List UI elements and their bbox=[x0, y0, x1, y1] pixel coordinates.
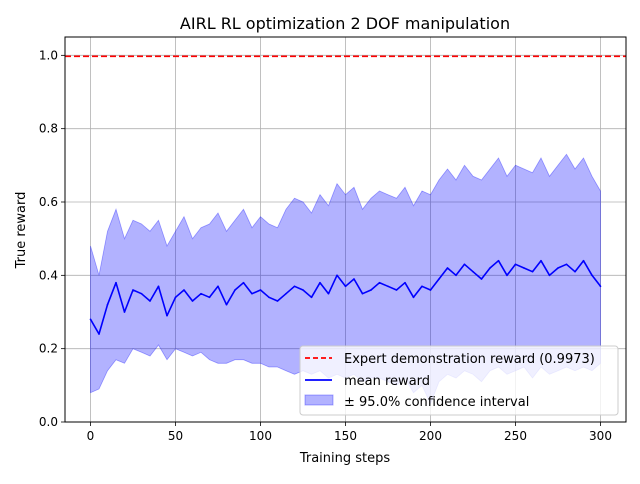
y-tick-label: 0.0 bbox=[39, 415, 58, 429]
y-tick-label: 0.8 bbox=[39, 122, 58, 136]
mean-reward-point bbox=[480, 278, 483, 280]
mean-reward-point bbox=[557, 267, 559, 269]
mean-reward-point bbox=[208, 296, 211, 299]
mean-reward-point bbox=[565, 263, 568, 266]
mean-reward-point bbox=[548, 274, 551, 277]
mean-reward-point bbox=[387, 285, 389, 288]
x-tick-label: 300 bbox=[589, 429, 612, 443]
x-tick-label: 50 bbox=[168, 429, 183, 443]
x-tick-label: 100 bbox=[249, 429, 272, 443]
mean-reward-point bbox=[149, 300, 151, 302]
mean-reward-point bbox=[361, 292, 364, 295]
mean-reward-point bbox=[591, 274, 593, 277]
mean-reward-point bbox=[412, 296, 415, 299]
mean-reward-point bbox=[582, 259, 585, 262]
y-axis-label: True reward bbox=[14, 192, 29, 270]
mean-reward-point bbox=[115, 281, 117, 284]
mean-reward-point bbox=[463, 263, 466, 266]
mean-reward-point bbox=[302, 289, 304, 291]
legend-reference-label: Expert demonstration reward (0.9973) bbox=[344, 352, 595, 367]
legend-band-label: ± 95.0% confidence interval bbox=[344, 395, 529, 410]
mean-reward-point bbox=[353, 278, 355, 280]
mean-reward-point bbox=[242, 281, 245, 284]
x-tick-label: 150 bbox=[334, 429, 357, 443]
mean-reward-point bbox=[106, 303, 109, 306]
mean-reward-point bbox=[225, 303, 228, 306]
mean-reward-point bbox=[404, 281, 406, 284]
mean-reward-point bbox=[446, 267, 449, 269]
mean-reward-point bbox=[344, 285, 347, 288]
mean-reward-point bbox=[497, 259, 500, 262]
series-lines bbox=[89, 259, 602, 335]
mean-reward-point bbox=[200, 292, 202, 295]
chart-title: AIRL RL optimization 2 DOF manipulation bbox=[180, 14, 510, 33]
x-ticks: 0 50 100 150 200 250 300 bbox=[87, 422, 612, 443]
legend: Expert demonstration reward (0.9973) mea… bbox=[299, 345, 619, 416]
legend-box bbox=[299, 345, 619, 416]
x-tick-label: 0 bbox=[87, 429, 95, 443]
mean-reward-point bbox=[523, 267, 525, 269]
mean-reward-point bbox=[310, 296, 313, 299]
y-tick-label: 1.0 bbox=[39, 48, 58, 62]
x-tick-label: 250 bbox=[504, 429, 527, 443]
mean-reward-point bbox=[574, 270, 576, 273]
mean-reward-point bbox=[472, 270, 474, 273]
mean-reward-point bbox=[132, 289, 134, 291]
mean-reward-point bbox=[157, 285, 160, 288]
mean-reward-point bbox=[276, 300, 279, 302]
mean-reward-point bbox=[378, 281, 381, 284]
mean-reward-point bbox=[293, 285, 296, 288]
y-tick-label: 0.2 bbox=[39, 342, 58, 356]
mean-reward-point bbox=[251, 292, 253, 295]
mean-reward-point bbox=[191, 300, 194, 302]
mean-reward-point bbox=[327, 292, 330, 295]
y-tick-label: 0.4 bbox=[39, 268, 58, 282]
y-tick-label: 0.6 bbox=[39, 195, 58, 209]
mean-reward-point bbox=[514, 263, 517, 266]
mean-reward-point bbox=[370, 289, 372, 291]
mean-reward-point bbox=[421, 285, 423, 288]
mean-reward-point bbox=[285, 292, 287, 295]
mean-reward-point bbox=[395, 289, 398, 291]
mean-reward-point bbox=[123, 311, 126, 313]
mean-reward-point bbox=[336, 274, 338, 277]
mean-reward-point bbox=[489, 267, 491, 269]
mean-reward-point bbox=[531, 270, 534, 273]
mean-reward-point bbox=[599, 285, 602, 288]
mean-reward-point bbox=[234, 289, 236, 291]
mean-reward-point bbox=[140, 292, 143, 295]
legend-band-swatch bbox=[304, 394, 334, 406]
mean-reward-point bbox=[183, 289, 185, 291]
mean-reward-point bbox=[438, 278, 440, 280]
mean-reward-point bbox=[259, 289, 262, 291]
mean-reward-point bbox=[174, 296, 177, 299]
mean-reward-point bbox=[268, 296, 270, 299]
mean-reward-point bbox=[217, 285, 219, 288]
x-axis-label: Training steps bbox=[299, 451, 391, 466]
mean-reward-point bbox=[319, 281, 321, 284]
legend-mean-label: mean reward bbox=[344, 374, 430, 389]
y-ticks: 0.0 0.2 0.4 0.6 0.8 1.0 bbox=[39, 48, 65, 429]
mean-reward-point bbox=[540, 259, 542, 262]
mean-reward-point bbox=[455, 274, 457, 277]
x-tick-label: 200 bbox=[419, 429, 442, 443]
mean-reward-point bbox=[506, 274, 508, 277]
mean-reward-point bbox=[89, 318, 92, 321]
mean-reward-point bbox=[166, 314, 168, 317]
mean-reward-point bbox=[98, 333, 100, 335]
mean-reward-point bbox=[429, 289, 432, 291]
